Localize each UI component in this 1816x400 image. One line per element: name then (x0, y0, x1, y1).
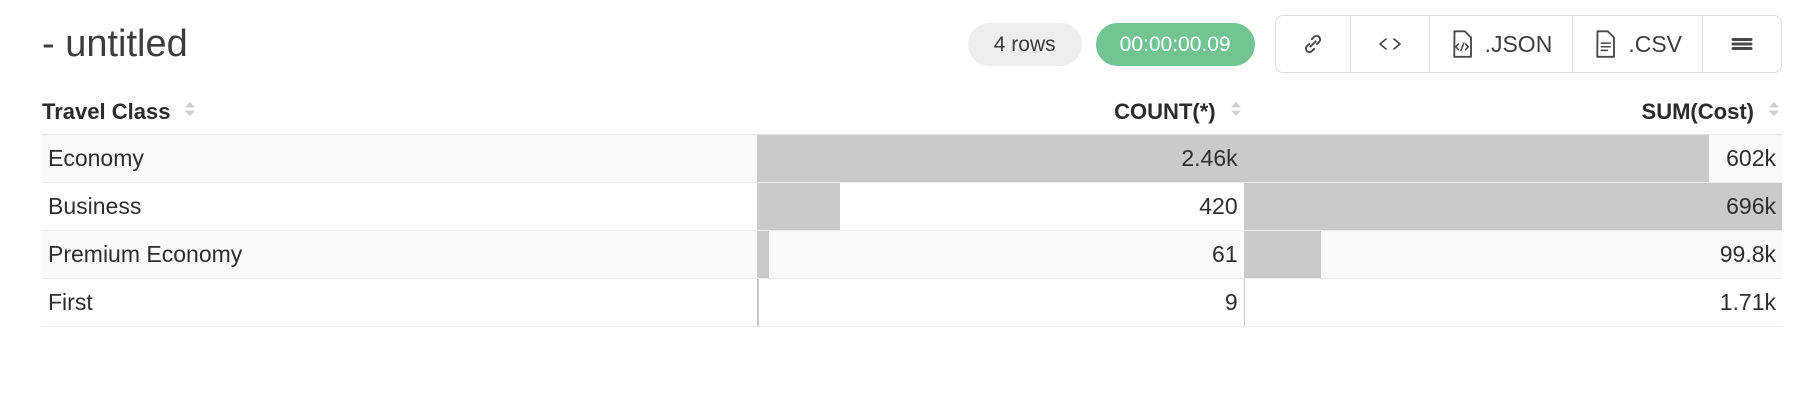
cell-value: 1.71k (1719, 289, 1776, 315)
column-header-travel-class[interactable]: Travel Class (42, 99, 757, 134)
export-json-button[interactable]: .JSON (1429, 16, 1574, 72)
cell-count: 420 (757, 183, 1243, 230)
cell-sum: 99.8k (1243, 231, 1782, 278)
panel-header: - untitled 4 rows 00:00:00.09 (0, 0, 1816, 88)
sort-icon (1766, 99, 1782, 125)
cell-value: 61 (1212, 241, 1238, 267)
cell-label: Business (48, 193, 142, 219)
cell-travel-class: Economy (42, 135, 757, 182)
hamburger-menu-icon (1727, 32, 1757, 56)
cell-value: 99.8k (1719, 241, 1776, 267)
more-menu-button[interactable] (1703, 16, 1781, 72)
table-row[interactable]: Business 420 696k (42, 183, 1782, 231)
value-bar (1243, 183, 1782, 230)
cell-count: 2.46k (757, 135, 1244, 182)
table-row[interactable]: First 9 1.71k (42, 279, 1782, 327)
results-table: Travel Class COUNT(*) (0, 88, 1816, 327)
column-header-travel-class-label: Travel Class (42, 99, 171, 124)
table-row[interactable]: Premium Economy 61 99.8k (42, 231, 1782, 279)
cell-value: 420 (1199, 193, 1238, 219)
sort-icon (1228, 99, 1244, 125)
cell-sum: 1.71k (1243, 279, 1782, 326)
code-icon (1375, 31, 1405, 57)
cell-travel-class: First (42, 279, 757, 326)
value-bar (1243, 279, 1245, 326)
row-count-badge: 4 rows (967, 22, 1082, 66)
table-row[interactable]: Economy 2.46k 602k (42, 135, 1782, 183)
cell-value: 2.46k (1181, 145, 1238, 171)
cell-count: 9 (757, 279, 1243, 326)
value-bar (757, 231, 770, 278)
sort-icon (182, 99, 198, 125)
export-csv-button[interactable]: .CSV (1573, 16, 1703, 72)
column-header-sum-label: SUM(Cost) (1641, 99, 1754, 124)
csv-file-icon (1593, 29, 1619, 59)
value-bar (1243, 135, 1710, 182)
cell-travel-class: Business (42, 183, 757, 230)
cell-value: 696k (1726, 193, 1776, 219)
table-header-row: Travel Class COUNT(*) (42, 88, 1782, 135)
value-bar (757, 183, 841, 230)
page-title: - untitled (42, 22, 188, 65)
json-file-icon (1450, 29, 1476, 59)
link-icon (1300, 31, 1326, 57)
value-bar (1243, 231, 1321, 278)
cell-value: 9 (1224, 289, 1238, 315)
column-header-sum[interactable]: SUM(Cost) (1244, 99, 1782, 134)
header-actions: 4 rows 00:00:00.09 (967, 15, 1782, 73)
column-header-count[interactable]: COUNT(*) (757, 99, 1243, 134)
view-code-button[interactable] (1350, 16, 1430, 72)
cell-count: 61 (757, 231, 1243, 278)
execution-time-badge: 00:00:00.09 (1095, 22, 1255, 66)
export-button-group: .JSON .CSV (1274, 15, 1782, 73)
cell-value: 602k (1726, 145, 1776, 171)
cell-travel-class: Premium Economy (42, 231, 757, 278)
cell-label: Economy (48, 145, 144, 171)
cell-label: Premium Economy (48, 241, 243, 267)
export-json-label: .JSON (1484, 30, 1553, 57)
value-bar (757, 135, 1244, 182)
column-header-count-label: COUNT(*) (1114, 99, 1216, 124)
cell-label: First (48, 289, 93, 315)
export-csv-label: .CSV (1628, 30, 1682, 57)
value-bar (757, 279, 760, 326)
table-body: Economy 2.46k 602k Business 420 696k Premium E… (42, 135, 1782, 327)
cell-sum: 602k (1243, 135, 1782, 182)
cell-sum: 696k (1243, 183, 1782, 230)
copy-link-button[interactable] (1275, 16, 1351, 72)
